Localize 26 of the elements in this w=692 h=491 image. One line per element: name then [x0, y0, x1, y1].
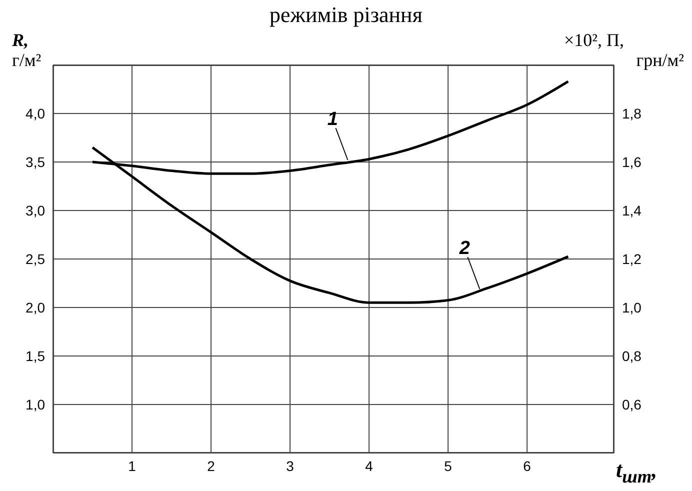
y-tick-label: 1,0 [26, 396, 46, 412]
x-tick-label: 2 [207, 458, 216, 474]
x-tick-label: 1 [128, 458, 136, 474]
y-axis-title: R, г/м² [12, 30, 42, 70]
y-tick-label: 1,5 [26, 348, 46, 364]
x-axis-title: t$_{шт}$, [616, 457, 658, 488]
chart-title: режимів різання [268, 2, 424, 28]
y-tick-label: 4,0 [26, 105, 46, 122]
y2-tick-label: 0,6 [622, 396, 642, 412]
y-tick-label: 2,5 [26, 250, 46, 267]
y-tick-label: 3,5 [26, 154, 46, 170]
y2-tick-label: 0,8 [622, 348, 642, 364]
annotation: 1 [327, 109, 338, 130]
y2-tick-label: 1,0 [622, 299, 642, 316]
y-tick-label: 2,0 [26, 299, 46, 316]
y2-tick-label: 1,8 [622, 105, 642, 122]
x-tick-label: 5 [444, 458, 452, 474]
y2-tick-label: 1,2 [622, 250, 642, 267]
x-tick-label: 6 [523, 458, 532, 474]
annotation: 2 [458, 238, 470, 260]
x-tick-label: 3 [286, 458, 294, 474]
y2-tick-label: 1,4 [622, 202, 642, 218]
x-tick-label: 4 [365, 458, 374, 474]
y2-tick-label: 1,6 [622, 154, 642, 170]
y-tick-label: 3,0 [26, 202, 46, 218]
y2-axis-title: ×10², П, грн/м² [562, 30, 684, 70]
